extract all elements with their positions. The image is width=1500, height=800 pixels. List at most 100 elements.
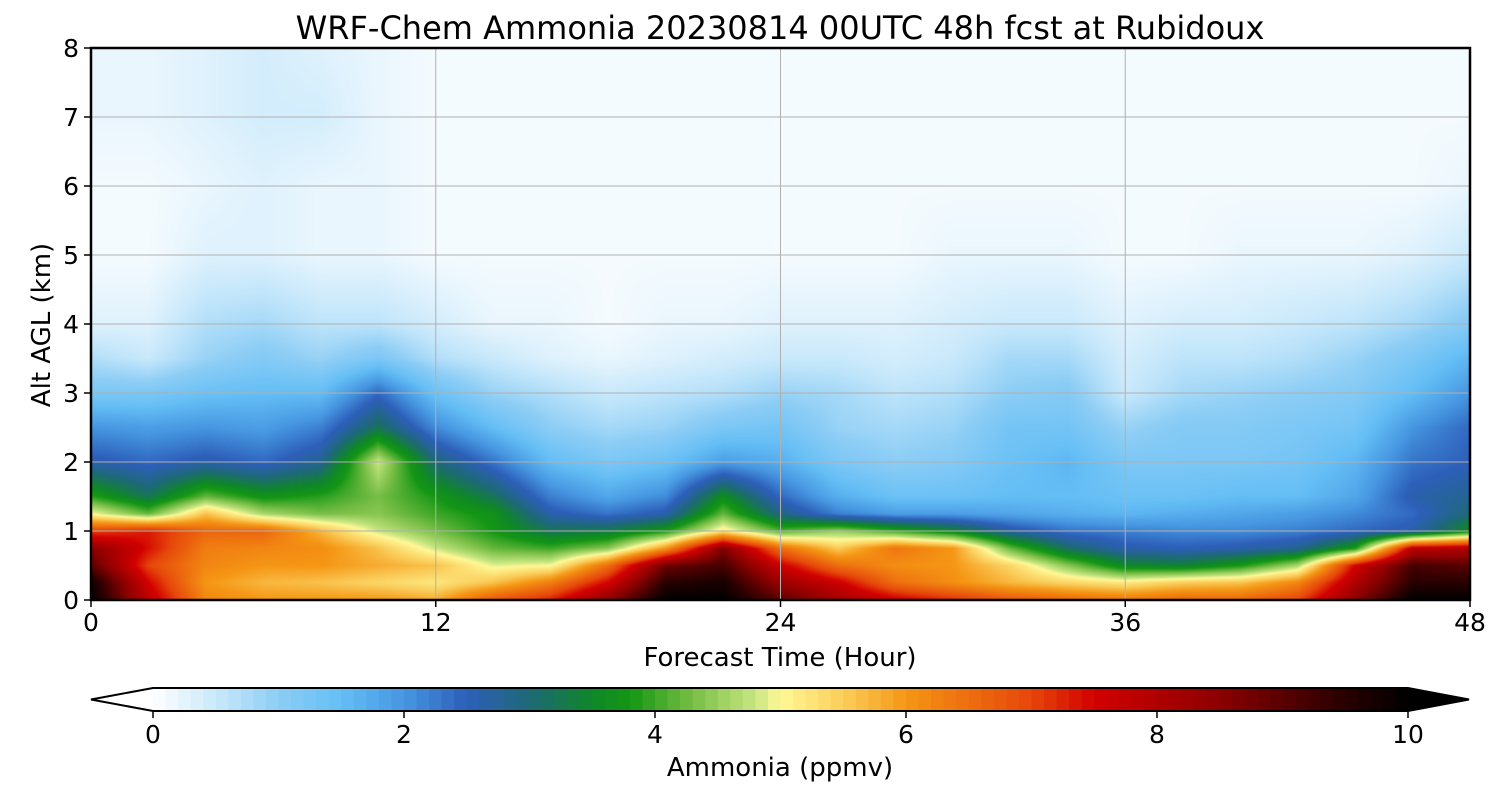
colorbar-level: [429, 688, 443, 711]
y-tick-label: 4: [63, 310, 79, 339]
colorbar-level: [1119, 688, 1133, 711]
colorbar-level: [1307, 688, 1321, 711]
colorbar-level: [215, 688, 229, 711]
y-tick-label: 5: [63, 241, 79, 270]
colorbar-level: [454, 688, 468, 711]
colorbar-level: [554, 688, 568, 711]
colorbar-level: [491, 688, 505, 711]
colorbar-level: [1370, 688, 1384, 711]
colorbar-level: [542, 688, 556, 711]
colorbar-level: [843, 688, 857, 711]
colorbar-level: [504, 688, 518, 711]
x-tick-label: 12: [420, 608, 452, 637]
colorbar-level: [1244, 688, 1258, 711]
colorbar-level: [655, 688, 669, 711]
y-tick-label: 7: [63, 103, 79, 132]
colorbar-level: [880, 688, 895, 711]
colorbar-level: [1056, 688, 1070, 711]
colorbar-level: [1018, 688, 1033, 711]
colorbar-tick-label: 2: [396, 720, 412, 749]
colorbar-tick-label: 6: [898, 720, 914, 749]
colorbar-level: [1044, 688, 1058, 711]
x-tick-label: 0: [83, 608, 99, 637]
chart-title: WRF-Chem Ammonia 20230814 00UTC 48h fcst…: [296, 9, 1265, 47]
colorbar-level: [441, 688, 455, 711]
colorbar-min-extend-arrow: [91, 688, 153, 711]
colorbar-level: [956, 688, 970, 711]
colorbar-level: [153, 688, 167, 711]
colorbar-level: [629, 688, 644, 711]
colorbar-level: [203, 688, 217, 711]
colorbar-level: [1232, 688, 1246, 711]
colorbar-level: [240, 688, 254, 711]
colorbar-level: [981, 688, 995, 711]
colorbar-level: [604, 688, 618, 711]
y-tick-label: 1: [63, 517, 79, 546]
colorbar-level: [793, 688, 807, 711]
colorbar-level: [353, 688, 367, 711]
colorbar-level: [780, 688, 794, 711]
colorbar-tick-label: 10: [1392, 720, 1424, 749]
colorbar-level: [466, 688, 480, 711]
colorbar-level: [993, 688, 1007, 711]
colorbar-level: [366, 688, 380, 711]
colorbar-level: [1131, 688, 1146, 711]
colorbar-level: [404, 688, 418, 711]
colorbar-level: [617, 688, 631, 711]
colorbar: 0 2 4 6 8 10: [90, 687, 1470, 749]
colorbar-level: [1031, 688, 1045, 711]
y-tick-label: 3: [63, 379, 79, 408]
colorbar-level: [341, 688, 355, 711]
colorbar-level: [918, 688, 932, 711]
colorbar-level: [291, 688, 305, 711]
colorbar-level: [805, 688, 819, 711]
colorbar-level: [742, 688, 756, 711]
colorbar-level: [1157, 688, 1171, 711]
y-tick-label: 8: [63, 34, 79, 63]
plot-area: [89, 46, 1472, 602]
colorbar-level: [717, 688, 731, 711]
colorbar-level: [579, 688, 593, 711]
colorbar-level: [592, 688, 606, 711]
colorbar-level: [567, 688, 581, 711]
colorbar-level: [1332, 688, 1346, 711]
colorbar-level: [165, 688, 179, 711]
colorbar-level: [316, 688, 330, 711]
colorbar-level: [642, 688, 656, 711]
x-axis: 0 12 24 36 48: [83, 600, 1486, 637]
colorbar-blocks: [153, 688, 1409, 711]
colorbar-level: [906, 688, 920, 711]
colorbar-level: [968, 688, 982, 711]
colorbar-level: [178, 688, 192, 711]
y-tick-label: 0: [63, 586, 79, 615]
colorbar-level: [1081, 688, 1095, 711]
colorbar-level: [1395, 688, 1409, 711]
colorbar-level: [1169, 688, 1183, 711]
colorbar-level: [1345, 688, 1359, 711]
colorbar-tick-label: 8: [1149, 720, 1165, 749]
colorbar-level: [818, 688, 832, 711]
colorbar-level: [1219, 688, 1233, 711]
colorbar-level: [1295, 688, 1309, 711]
x-tick-label: 36: [1109, 608, 1141, 637]
colorbar-level: [391, 688, 405, 711]
colorbar-max-extend-arrow: [1408, 688, 1469, 711]
y-axis: 0 1 2 3 4 5 6 7 8: [63, 34, 91, 615]
colorbar-level: [228, 688, 242, 711]
colorbar-level: [730, 688, 744, 711]
colorbar-tick-label: 0: [145, 720, 161, 749]
colorbar-level: [328, 688, 342, 711]
colorbar-level: [253, 688, 267, 711]
x-tick-label: 24: [765, 608, 797, 637]
colorbar-level: [479, 688, 493, 711]
y-tick-label: 6: [63, 172, 79, 201]
colorbar-level: [1069, 688, 1083, 711]
colorbar-tick-label: 4: [647, 720, 663, 749]
colorbar-level: [755, 688, 769, 711]
colorbar-level: [529, 688, 543, 711]
colorbar-level: [1144, 688, 1158, 711]
colorbar-level: [1194, 688, 1208, 711]
colorbar-level: [767, 688, 782, 711]
colorbar-level: [1357, 688, 1371, 711]
